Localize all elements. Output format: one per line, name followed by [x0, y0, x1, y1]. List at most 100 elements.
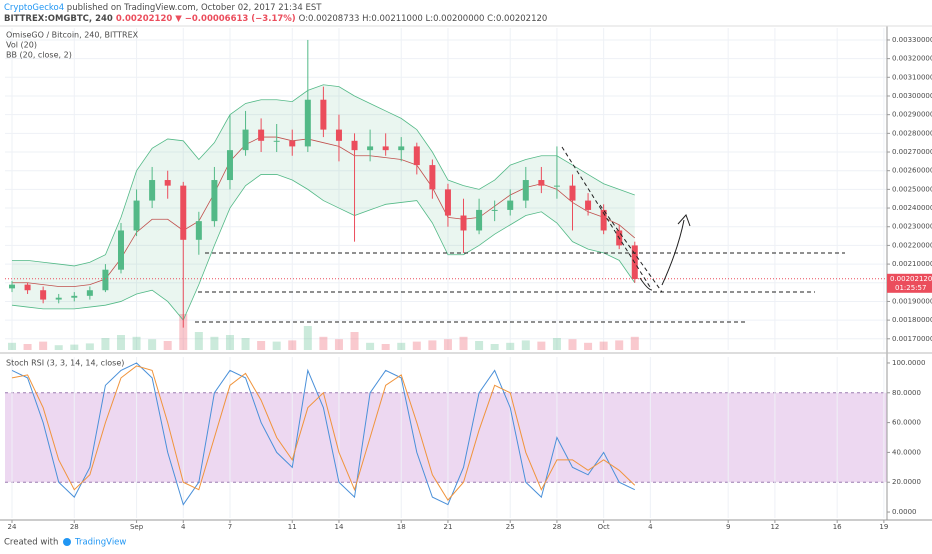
x-tick-label: 7 — [228, 523, 232, 531]
y-tick-label: 20.0000 — [892, 478, 921, 486]
x-tick-label: 4 — [181, 523, 186, 531]
x-tick-label: 21 — [443, 523, 452, 531]
y-tick-label: 0.00250000 — [892, 185, 932, 193]
y-tick-label: 0.00290000 — [892, 111, 932, 119]
volume-bar — [54, 345, 63, 350]
x-tick-label: 11 — [288, 523, 297, 531]
candle-body — [71, 295, 78, 298]
y-tick-label: 100.0000 — [892, 359, 925, 367]
volume-bar — [319, 336, 328, 350]
volume-bar — [303, 326, 312, 350]
y-tick-label: 0.00280000 — [892, 129, 932, 137]
candle-body — [429, 165, 436, 190]
published: published on TradingView.com, October 02… — [64, 3, 322, 13]
volume-bar — [537, 341, 546, 350]
y-tick-label: 0.00180000 — [892, 316, 932, 324]
trend-line — [599, 204, 663, 293]
x-tick-label: 18 — [397, 523, 406, 531]
change: ▼ −0.00006613 (−3.17%) — [175, 14, 296, 24]
volume-bar — [350, 332, 359, 350]
x-tick-label: Oct — [598, 523, 610, 531]
ohlc: O:0.00208733 H:0.00211000 L:0.00200000 C… — [299, 14, 548, 24]
candle-body — [444, 189, 451, 216]
candle-body — [242, 129, 249, 151]
candle-body — [538, 180, 545, 186]
countdown: 01:25:57 — [895, 284, 926, 292]
y-tick-label: 0.00260000 — [892, 167, 932, 175]
candle-body — [585, 200, 592, 210]
volume-bar — [381, 344, 390, 350]
candle-body — [398, 146, 405, 151]
indicator-label: BB (20, close, 2) — [6, 51, 72, 60]
volume-bar — [194, 332, 203, 350]
candle-body — [86, 290, 93, 296]
footer-text: Created with — [4, 538, 58, 548]
volume-bar — [568, 339, 577, 350]
candle-body — [522, 180, 529, 201]
indicator-label: Vol (20) — [6, 41, 37, 50]
candle-body — [569, 185, 576, 201]
candle-body — [460, 215, 467, 231]
candle-body — [40, 290, 47, 300]
y-tick-label: 0.00310000 — [892, 73, 932, 81]
volume-bar — [116, 335, 125, 350]
stoch-band — [5, 392, 887, 483]
y-tick-label: 0.00270000 — [892, 148, 932, 156]
volume-bar — [272, 341, 281, 350]
volume-bar — [23, 344, 32, 350]
volume-bar — [506, 342, 515, 350]
y-tick-label: 0.00170000 — [892, 335, 932, 343]
candle-body — [507, 200, 514, 210]
y-tick-label: 40.0000 — [892, 448, 921, 456]
x-tick-label: Sep — [130, 523, 144, 531]
volume-bar — [459, 336, 468, 350]
candle-body — [289, 140, 296, 147]
volume-bar — [366, 342, 375, 350]
volume-bar — [70, 344, 79, 350]
x-tick-label: 24 — [8, 523, 17, 531]
candle-body — [9, 284, 16, 289]
x-tick-label: 14 — [335, 523, 344, 531]
candle-body — [164, 180, 171, 186]
arrow-head — [677, 214, 691, 227]
candle-body — [351, 140, 358, 151]
author[interactable]: CryptoGecko4 — [4, 3, 64, 13]
volume-bar — [334, 339, 343, 350]
candle-body — [320, 99, 327, 130]
candle-body — [195, 221, 202, 240]
candle-body — [226, 150, 233, 181]
bb-upper — [12, 84, 635, 267]
candle-body — [180, 185, 187, 240]
candle-body — [117, 230, 124, 270]
footer-brand[interactable]: TradingView — [74, 538, 126, 548]
volume-bar — [428, 340, 437, 350]
y-tick-label: 0.00320000 — [892, 55, 932, 63]
y-tick-label: 0.00300000 — [892, 92, 932, 100]
symbol-line: BITTREX:OMGBTC, 240 0.00202120 ▼ −0.0000… — [4, 14, 547, 24]
x-tick-label: 25 — [506, 523, 515, 531]
volume-bar — [225, 335, 234, 350]
volume-bar — [179, 314, 188, 350]
volume-bar — [85, 343, 94, 350]
arrow — [639, 277, 653, 291]
candle-body — [553, 185, 560, 187]
candle-body — [476, 209, 483, 231]
volume-bar — [599, 341, 608, 350]
x-tick-label: 28 — [552, 523, 561, 531]
candle-body — [133, 200, 140, 231]
y-tick-label: 0.00330000 — [892, 36, 932, 44]
candle-body — [413, 146, 420, 166]
candle-body — [382, 146, 389, 151]
candle-body — [491, 209, 498, 211]
header-line: CryptoGecko4 published on TradingView.co… — [4, 3, 322, 13]
plot — [5, 39, 887, 506]
y-tick-label: 0.00210000 — [892, 260, 932, 268]
bb-fill — [12, 84, 635, 321]
y-tick-label: 60.0000 — [892, 419, 921, 427]
volume-bar — [101, 338, 110, 350]
x-tick-label: 12 — [770, 523, 779, 531]
logo — [63, 538, 71, 546]
x-tick-label: 9 — [726, 523, 730, 531]
